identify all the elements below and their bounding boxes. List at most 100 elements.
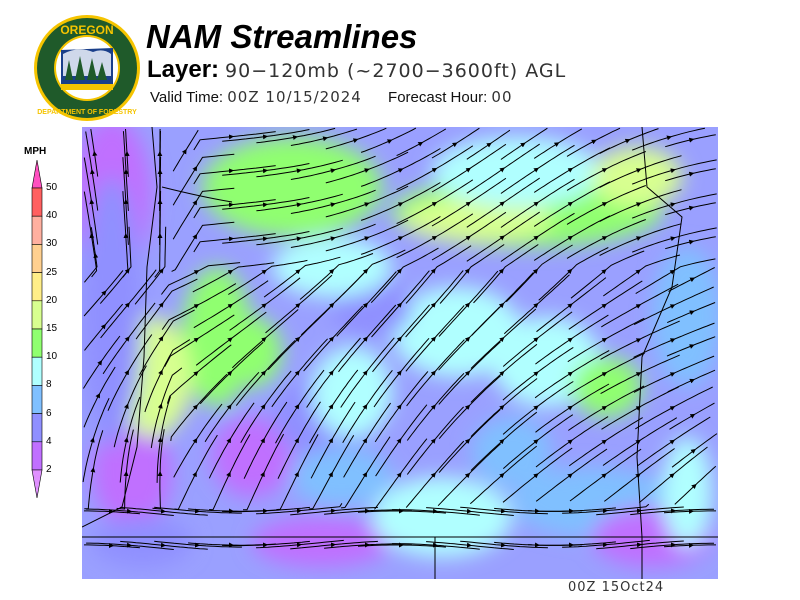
streamline (435, 213, 474, 238)
streamline (104, 270, 124, 293)
streamline (308, 471, 333, 510)
streamline (209, 471, 231, 511)
streamline (92, 150, 99, 177)
streamline (128, 302, 156, 339)
streamline (502, 337, 539, 367)
streamline (396, 202, 438, 225)
streamline (342, 404, 368, 444)
streamline (229, 303, 267, 331)
streamline (331, 435, 355, 474)
streamline (229, 402, 255, 440)
streamline (265, 163, 310, 171)
streamline (601, 406, 642, 430)
streamline (192, 270, 234, 293)
streamline (120, 506, 166, 514)
streamline (222, 202, 268, 210)
streamline (503, 302, 539, 335)
legend-swatch (31, 244, 43, 273)
streamline (265, 506, 310, 512)
streamline (263, 269, 301, 298)
streamline (119, 437, 129, 483)
streamline (221, 508, 268, 514)
streamline (605, 280, 643, 306)
streamline (470, 404, 505, 437)
streamline (639, 417, 678, 442)
streamline (265, 259, 308, 272)
streamline (172, 199, 198, 240)
streamline (295, 127, 336, 138)
streamline (527, 508, 574, 514)
streamline (276, 471, 299, 511)
streamline (536, 244, 573, 271)
streamline (162, 226, 167, 271)
streamline (277, 437, 299, 479)
legend-label: 10 (46, 351, 58, 363)
streamline (503, 211, 540, 238)
streamline (605, 317, 645, 340)
wind-speed-region (272, 237, 392, 297)
legend-swatch (31, 215, 43, 245)
streamline (265, 231, 310, 239)
streamline (523, 127, 548, 145)
streamline (401, 510, 446, 514)
streamline (265, 129, 310, 137)
streamline (357, 542, 404, 548)
streamline (400, 371, 429, 407)
streamline (502, 445, 538, 475)
streamline (82, 437, 95, 483)
streamline (356, 127, 387, 141)
streamline (331, 401, 356, 440)
streamline (468, 409, 501, 441)
streamline (367, 219, 409, 239)
streamline (533, 167, 574, 193)
wind-speed-region (392, 287, 522, 377)
streamline (605, 539, 650, 546)
streamline (365, 402, 392, 440)
streamline (663, 508, 694, 514)
streamline (360, 168, 404, 187)
streamline (692, 202, 716, 208)
streamline (371, 302, 403, 338)
streamline (600, 338, 642, 360)
layer-label: Layer: (147, 56, 220, 83)
streamline (392, 542, 438, 548)
streamline (290, 202, 336, 214)
streamline (128, 269, 157, 305)
streamline (431, 167, 472, 193)
streamline (324, 542, 370, 549)
streamline (324, 508, 370, 515)
streamline (333, 223, 376, 239)
streamline (99, 268, 130, 304)
streamline (533, 235, 574, 261)
streamline (338, 336, 368, 373)
forecast-hour-value: 00 (491, 88, 513, 106)
streamline (665, 171, 695, 182)
streamline (489, 129, 511, 145)
streamline (469, 472, 505, 505)
streamline (298, 338, 328, 373)
streamline (437, 472, 471, 507)
streamline (535, 337, 573, 365)
streamline (235, 370, 267, 406)
streamline (264, 309, 299, 339)
streamline (665, 239, 695, 250)
streamline (83, 157, 92, 202)
streamline (669, 127, 706, 138)
wind-speed-region (292, 447, 392, 507)
streamline (604, 473, 641, 502)
streamline (90, 129, 95, 153)
streamline (299, 268, 335, 300)
legend-swatch (31, 300, 43, 330)
streamline (435, 145, 474, 170)
streamline (500, 201, 539, 228)
streamline (599, 168, 642, 188)
streamline (605, 185, 646, 204)
streamline (290, 168, 336, 180)
streamline (435, 179, 474, 204)
streamline (325, 168, 370, 184)
streamline (195, 403, 223, 440)
streamline (127, 334, 153, 372)
streamline (92, 397, 110, 440)
streamline (603, 269, 641, 297)
streamline (639, 254, 681, 272)
